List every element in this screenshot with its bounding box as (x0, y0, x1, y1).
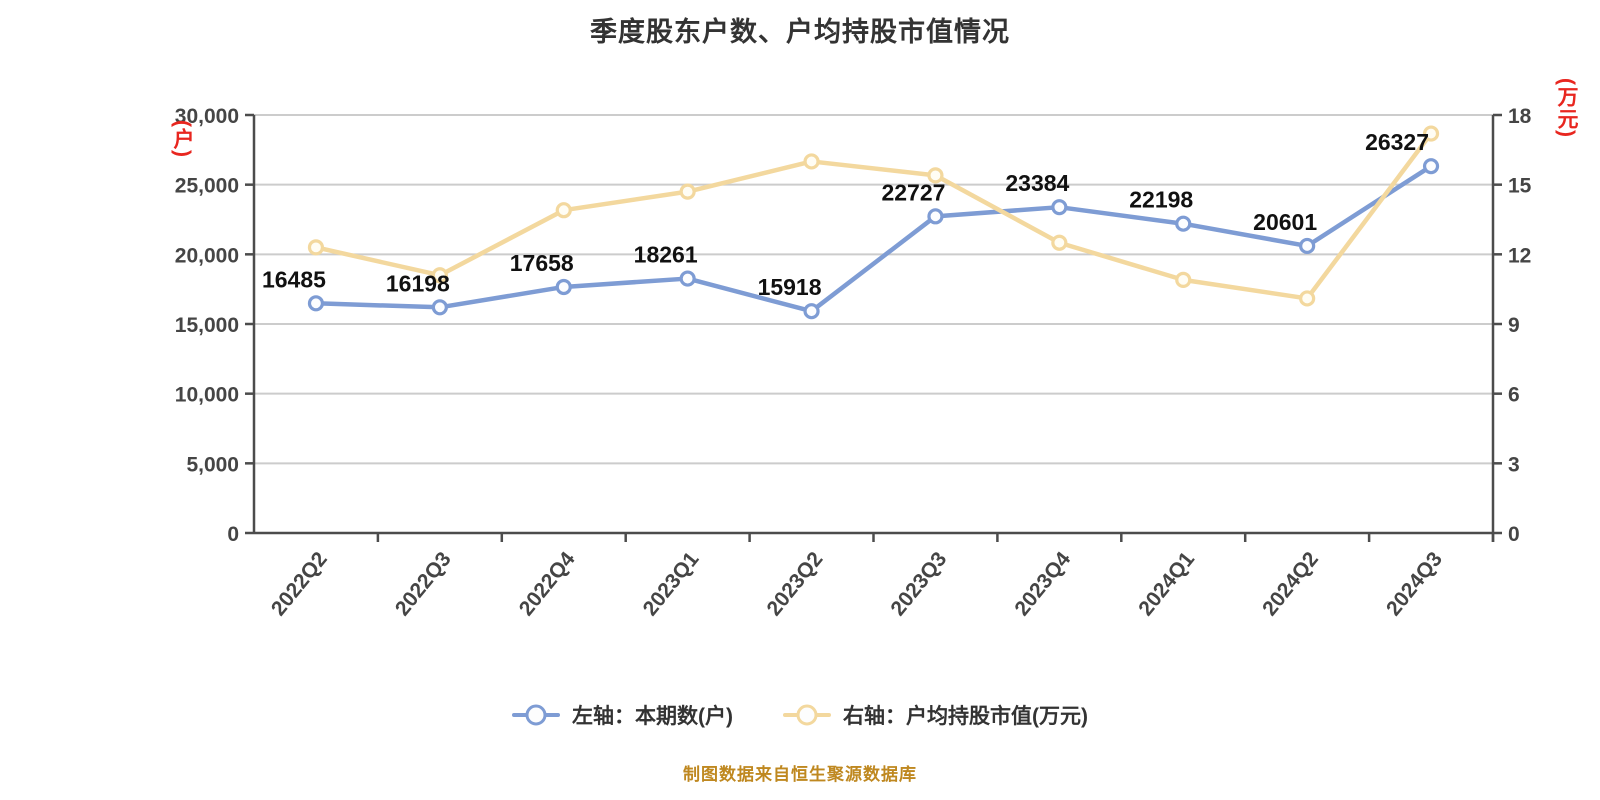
svg-text:20601: 20601 (1253, 209, 1317, 235)
legend-label-market-value: 右轴：户均持股市值(万元) (843, 705, 1088, 728)
line-series-marker-icon (512, 704, 560, 726)
svg-text:26327: 26327 (1365, 129, 1429, 155)
svg-text:0: 0 (227, 523, 239, 546)
svg-text:25,000: 25,000 (175, 175, 239, 198)
svg-text:10,000: 10,000 (175, 384, 239, 407)
svg-text:22727: 22727 (881, 179, 945, 205)
legend-label-shareholder-count: 左轴：本期数(户) (572, 705, 733, 728)
svg-text:6: 6 (1508, 384, 1520, 407)
chart-title: 季度股东户数、户均持股市值情况 (590, 17, 1010, 47)
svg-text:2022Q3: 2022Q3 (391, 548, 456, 621)
legend-item-market-value[interactable]: 右轴：户均持股市值(万元) (783, 700, 1088, 730)
line-series-marker-icon (783, 704, 831, 726)
svg-text:30,000: 30,000 (175, 105, 239, 128)
svg-text:0: 0 (1508, 523, 1520, 546)
svg-text:9: 9 (1508, 314, 1520, 337)
right-axis-unit-label: (万元) (1555, 78, 1578, 138)
svg-text:2023Q2: 2023Q2 (763, 548, 828, 621)
svg-text:3: 3 (1508, 453, 1520, 476)
svg-text:2024Q3: 2024Q3 (1382, 548, 1447, 621)
svg-text:15,000: 15,000 (175, 314, 239, 337)
svg-text:2024Q1: 2024Q1 (1134, 547, 1199, 620)
svg-text:18261: 18261 (634, 242, 698, 268)
svg-text:16485: 16485 (262, 266, 326, 292)
svg-text:22198: 22198 (1129, 187, 1193, 213)
legend-item-shareholder-count[interactable]: 左轴：本期数(户) (512, 700, 733, 730)
svg-text:23384: 23384 (1005, 170, 1069, 196)
svg-text:5,000: 5,000 (186, 453, 239, 476)
svg-text:18: 18 (1508, 105, 1532, 128)
left-axis-unit-label: (户) (171, 120, 194, 158)
svg-text:20,000: 20,000 (175, 244, 239, 267)
legend: 左轴：本期数(户) 右轴：户均持股市值(万元) (0, 700, 1600, 730)
svg-text:12: 12 (1508, 244, 1531, 267)
svg-text:2024Q2: 2024Q2 (1258, 548, 1323, 621)
svg-text:15918: 15918 (758, 274, 822, 300)
svg-text:17658: 17658 (510, 250, 574, 276)
svg-text:2023Q1: 2023Q1 (639, 547, 704, 620)
svg-text:15: 15 (1508, 175, 1532, 198)
svg-text:16198: 16198 (386, 270, 450, 296)
svg-text:2023Q4: 2023Q4 (1010, 547, 1075, 620)
svg-text:2022Q4: 2022Q4 (515, 547, 580, 620)
data-source-caption: 制图数据来自恒生聚源数据库 (683, 765, 917, 784)
svg-text:2022Q2: 2022Q2 (267, 548, 332, 621)
svg-text:2023Q3: 2023Q3 (886, 548, 951, 621)
plot-area: 0 5,000 10,000 15,000 20,000 25,000 30,000 0 3 6 9… (175, 105, 1532, 621)
